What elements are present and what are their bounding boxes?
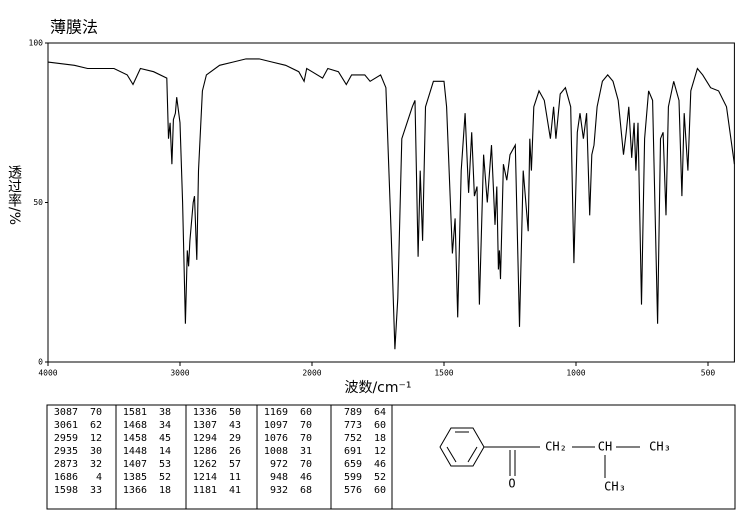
wavenumber-cell: 948: [270, 472, 288, 483]
wavenumber-cell: 1448: [123, 446, 147, 457]
wavenumber-cell: 1336: [193, 407, 217, 418]
wavenumber-cell: 2935: [54, 446, 78, 457]
wavenumber-cell: 1307: [193, 420, 217, 431]
wavenumber-cell: 1598: [54, 485, 78, 496]
wavenumber-cell: 3061: [54, 420, 78, 431]
transmittance-cell: 18: [374, 433, 386, 444]
transmittance-cell: 62: [90, 420, 102, 431]
transmittance-cell: 68: [300, 485, 312, 496]
transmittance-cell: 26: [229, 446, 241, 457]
atom-label: O: [508, 477, 515, 491]
wavenumber-cell: 1076: [264, 433, 288, 444]
wavenumber-cell: 3087: [54, 407, 78, 418]
transmittance-cell: 43: [229, 420, 241, 431]
transmittance-cell: 12: [90, 433, 102, 444]
transmittance-cell: 33: [90, 485, 102, 496]
transmittance-cell: 60: [374, 420, 386, 431]
wavenumber-cell: 1458: [123, 433, 147, 444]
y-tick-label: 100: [29, 39, 44, 48]
chart-title: 薄膜法: [50, 18, 98, 37]
transmittance-cell: 14: [159, 446, 171, 457]
wavenumber-cell: 1262: [193, 459, 217, 470]
transmittance-cell: 60: [374, 485, 386, 496]
y-tick-label: 0: [38, 358, 43, 367]
wavenumber-cell: 1407: [123, 459, 147, 470]
x-tick-label: 500: [701, 369, 716, 378]
x-tick-label: 4000: [38, 369, 57, 378]
wavenumber-cell: 752: [344, 433, 362, 444]
wavenumber-cell: 789: [344, 407, 362, 418]
x-tick-label: 1000: [566, 369, 585, 378]
x-tick-label: 1500: [434, 369, 453, 378]
transmittance-cell: 41: [229, 485, 241, 496]
transmittance-cell: 60: [300, 407, 312, 418]
wavenumber-cell: 1385: [123, 472, 147, 483]
wavenumber-cell: 1468: [123, 420, 147, 431]
transmittance-cell: 18: [159, 485, 171, 496]
transmittance-cell: 70: [300, 433, 312, 444]
transmittance-cell: 46: [300, 472, 312, 483]
x-tick-label: 3000: [170, 369, 189, 378]
transmittance-cell: 46: [374, 459, 386, 470]
transmittance-cell: 38: [159, 407, 171, 418]
x-axis-title: 波数/cm⁻¹: [344, 380, 411, 396]
wavenumber-cell: 1581: [123, 407, 147, 418]
transmittance-cell: 70: [300, 420, 312, 431]
atom-label: CH₃: [604, 480, 626, 494]
atom-label: CH: [598, 440, 612, 454]
wavenumber-cell: 576: [344, 485, 362, 496]
transmittance-cell: 50: [229, 407, 241, 418]
wavenumber-cell: 932: [270, 485, 288, 496]
wavenumber-cell: 1294: [193, 433, 217, 444]
transmittance-cell: 4: [96, 472, 102, 483]
plot-frame: [47, 42, 735, 363]
y-tick-label: 50: [33, 198, 43, 207]
transmittance-cell: 29: [229, 433, 241, 444]
wavenumber-cell: 1181: [193, 485, 217, 496]
transmittance-cell: 30: [90, 446, 102, 457]
wavenumber-cell: 1097: [264, 420, 288, 431]
transmittance-cell: 31: [300, 446, 312, 457]
wavenumber-cell: 1008: [264, 446, 288, 457]
wavenumber-cell: 2959: [54, 433, 78, 444]
structure-bonds: [439, 427, 640, 478]
transmittance-cell: 53: [159, 459, 171, 470]
wavenumber-cell: 599: [344, 472, 362, 483]
transmittance-cell: 12: [374, 446, 386, 457]
x-tick-label: 2000: [302, 369, 321, 378]
wavenumber-cell: 659: [344, 459, 362, 470]
wavenumber-cell: 773: [344, 420, 362, 431]
transmittance-cell: 45: [159, 433, 171, 444]
atom-label: CH₃: [649, 440, 671, 454]
wavenumber-cell: 1214: [193, 472, 217, 483]
wavenumber-cell: 1286: [193, 446, 217, 457]
transmittance-cell: 11: [229, 472, 241, 483]
transmittance-cell: 32: [90, 459, 102, 470]
wavenumber-cell: 972: [270, 459, 288, 470]
transmittance-cell: 57: [229, 459, 241, 470]
spectrum-line: [47, 58, 735, 350]
transmittance-cell: 70: [300, 459, 312, 470]
y-axis-title: 透过率/%: [6, 165, 22, 225]
transmittance-cell: 70: [90, 407, 102, 418]
atom-label: CH₂: [545, 440, 567, 454]
wavenumber-cell: 1169: [264, 407, 288, 418]
transmittance-cell: 64: [374, 407, 386, 418]
wavenumber-cell: 1366: [123, 485, 147, 496]
transmittance-cell: 34: [159, 420, 171, 431]
wavenumber-cell: 691: [344, 446, 362, 457]
wavenumber-cell: 2873: [54, 459, 78, 470]
transmittance-cell: 52: [374, 472, 386, 483]
table-frame: [46, 404, 736, 510]
transmittance-cell: 52: [159, 472, 171, 483]
wavenumber-cell: 1686: [54, 472, 78, 483]
